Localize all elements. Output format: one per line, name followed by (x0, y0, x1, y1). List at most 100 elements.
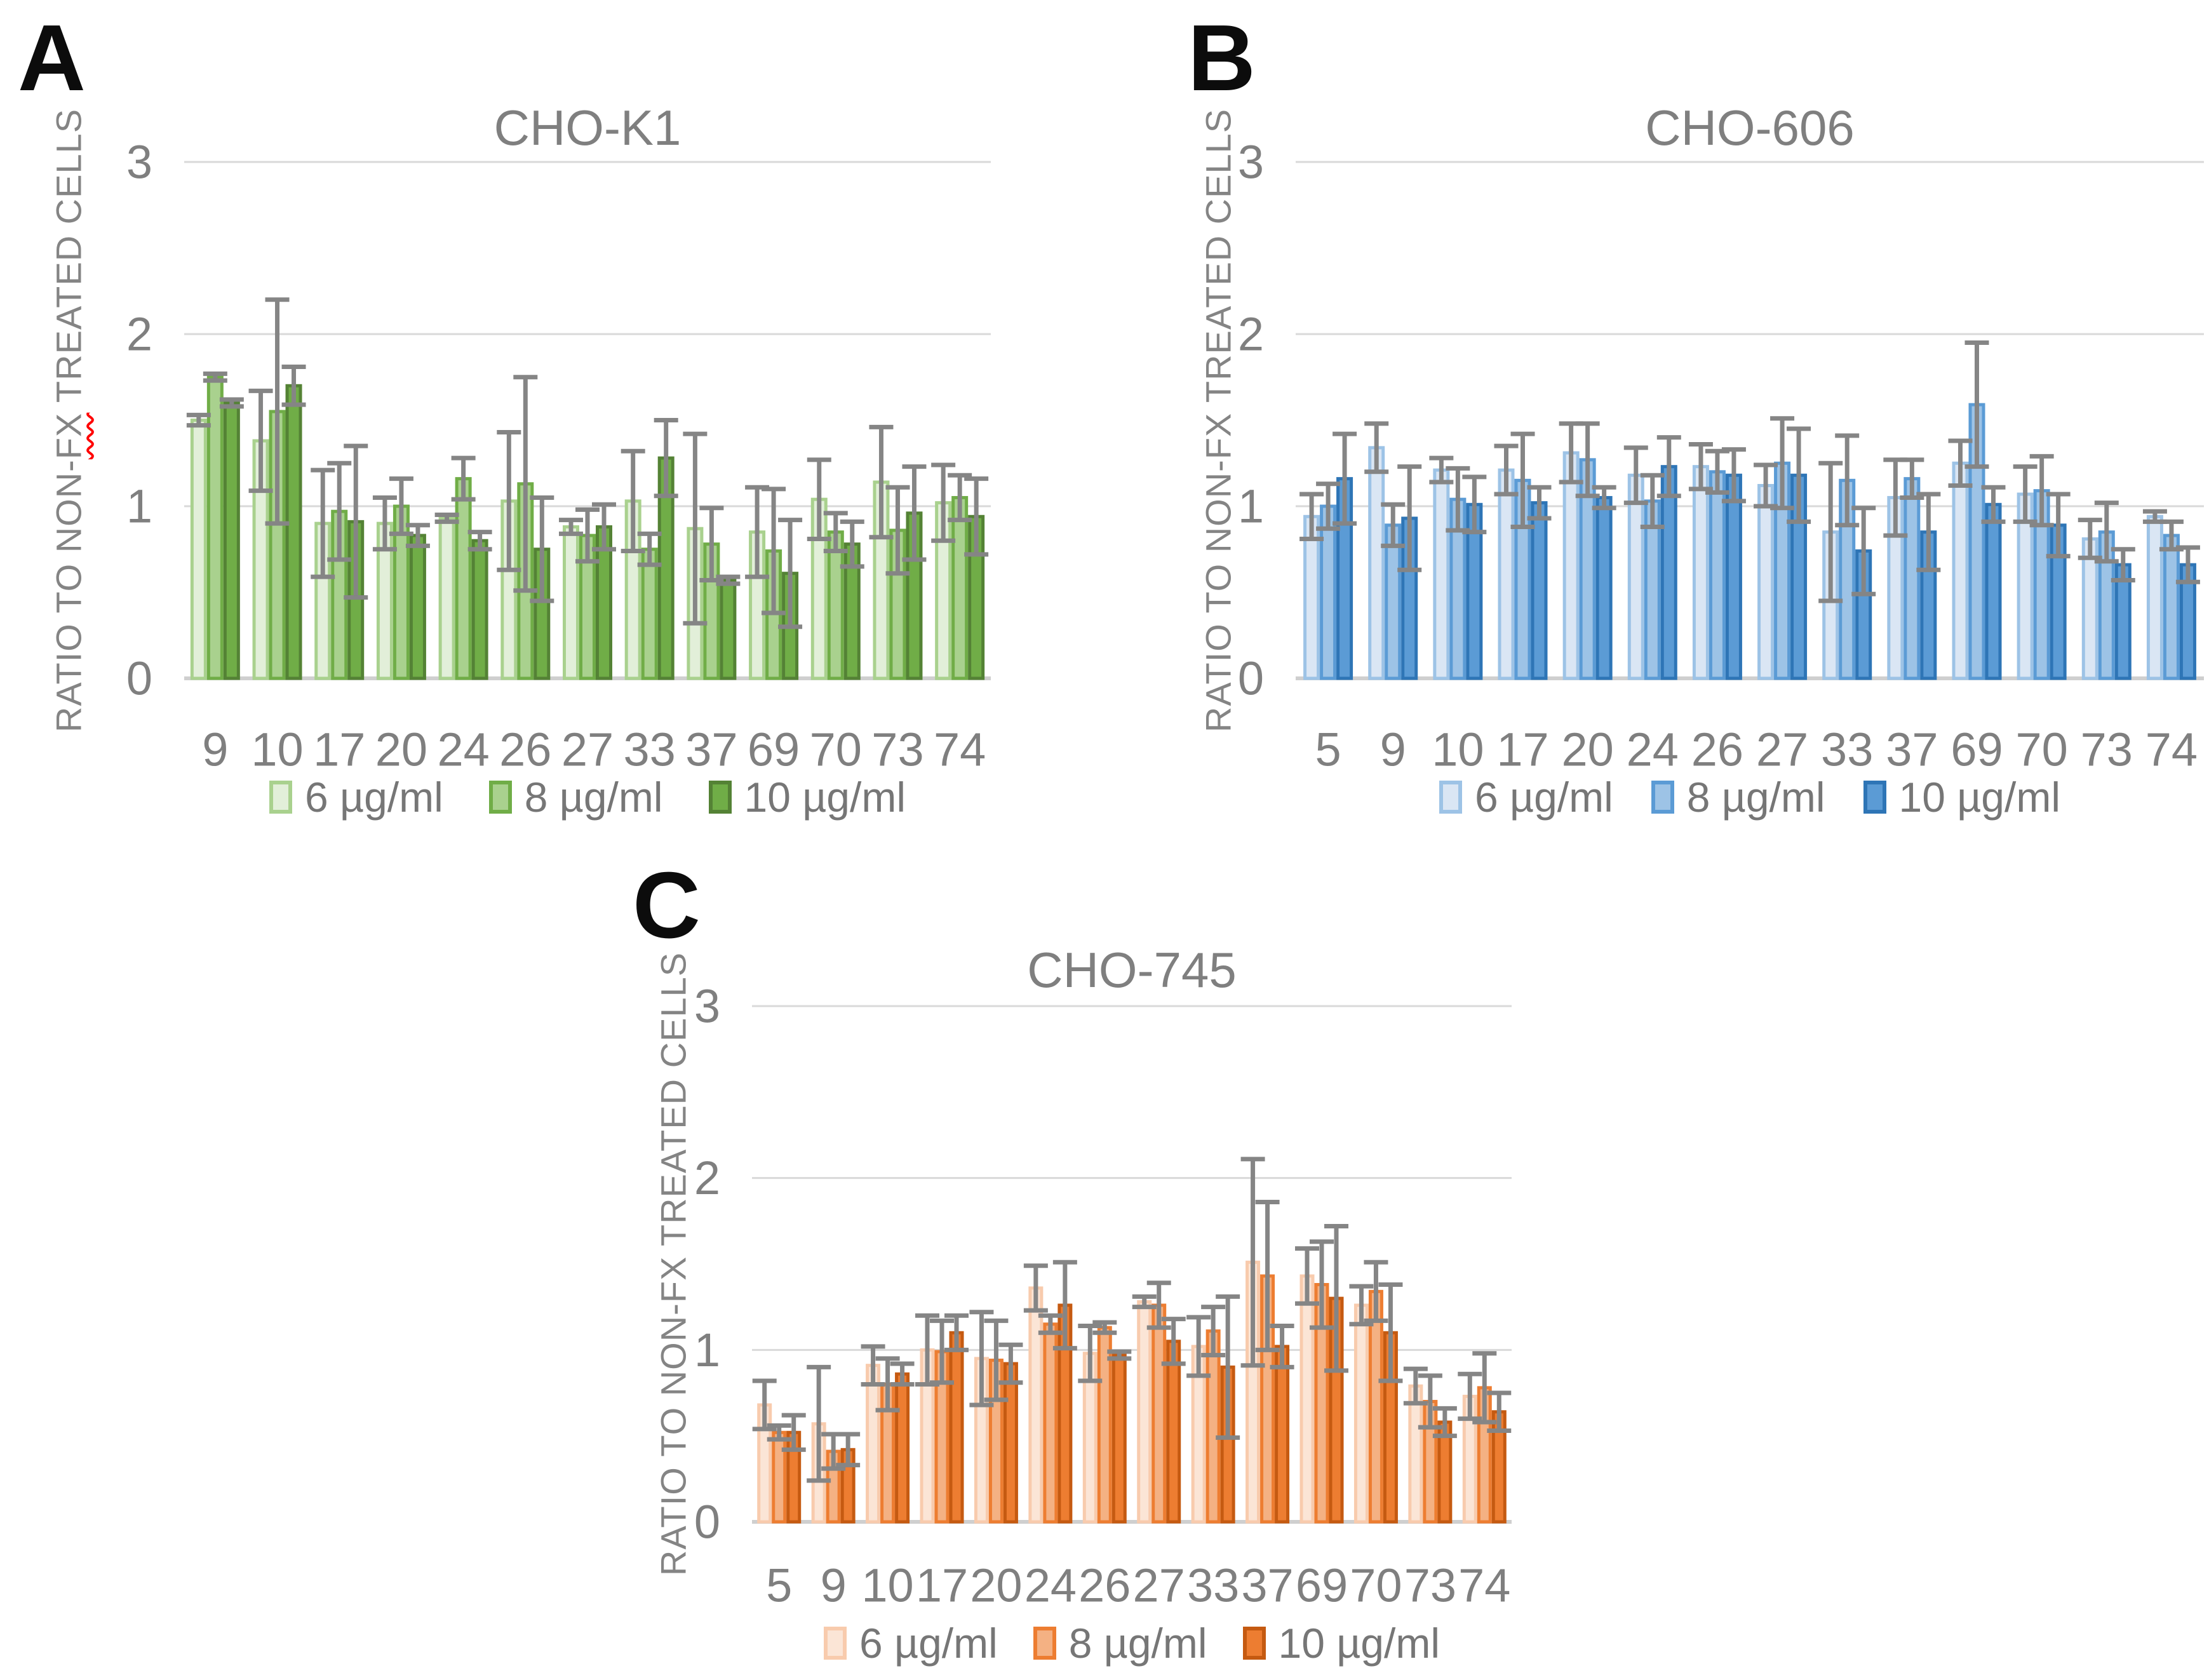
x-category-label: 33 (1187, 1559, 1239, 1612)
bar-24-6 µg/ml (1028, 1286, 1044, 1524)
y-tick-label: 1 (1238, 480, 1264, 533)
bar-9-8 µg/ml (1385, 523, 1402, 680)
bar-24-8 µg/ml (455, 477, 472, 680)
y-tick-label: 2 (1238, 308, 1264, 361)
bar-69-6 µg/ml (1299, 1274, 1315, 1524)
x-category-label: 9 (1380, 723, 1406, 776)
y-tick-label: 0 (126, 652, 152, 705)
bar-24-6 µg/ml (438, 516, 455, 680)
x-category-label: 27 (1133, 1559, 1185, 1612)
x-category-label: 37 (1241, 1559, 1293, 1612)
panel-b-letter: B (1188, 6, 1256, 111)
legend-item-6 µg/ml: 6 µg/ml (1439, 776, 1613, 818)
bar-27-6 µg/ml (563, 525, 579, 680)
x-category-label: 5 (766, 1559, 792, 1612)
panel-c: C CHO-745 RATIO TO NON-FX TREATED CELLS … (572, 838, 1677, 1680)
legend-item-10 µg/ml: 10 µg/ml (1863, 776, 2060, 818)
bar-24-10 µg/ml (1660, 465, 1677, 680)
x-category-label: 10 (1432, 723, 1484, 776)
y-tick-label: 3 (126, 136, 152, 189)
legend-swatch-icon (824, 1627, 847, 1660)
bar-20-10 µg/ml (409, 534, 426, 680)
x-category-label: 37 (1886, 723, 1938, 776)
y-tick-label: 2 (694, 1152, 720, 1204)
bar-26-10 µg/ml (1725, 473, 1742, 680)
bar-69-6 µg/ml (1952, 461, 1969, 680)
bar-24-10 µg/ml (471, 539, 488, 680)
legend-label: 8 µg/ml (1068, 1620, 1207, 1667)
x-category-label: 26 (1691, 723, 1743, 776)
x-category-label: 17 (1496, 723, 1548, 776)
x-category-label: 9 (202, 723, 228, 776)
panel-a: A CHO-K1 RATIO TO NON-FX TREATED CELLS 0… (0, 0, 1105, 838)
x-category-label: 24 (1627, 723, 1679, 776)
y-tick-label: 0 (1238, 652, 1264, 705)
bar-10-10 µg/ml (895, 1372, 910, 1524)
panel-b-title: CHO-606 (1645, 100, 1855, 156)
x-category-label: 24 (437, 723, 489, 776)
x-category-label: 24 (1024, 1559, 1077, 1612)
bar-5-8 µg/ml (1320, 504, 1337, 680)
bar-74-6 µg/ml (2146, 514, 2163, 680)
panel-c-title: CHO-745 (1027, 942, 1237, 998)
x-category-label: 20 (375, 723, 427, 776)
y-tick-label: 3 (694, 980, 720, 1033)
x-category-label: 26 (499, 723, 551, 776)
legend-swatch-icon (1242, 1627, 1266, 1660)
panel-c-plot-area: 0 1 2 3 5 9 10 17 20 24 26 27 33 37 69 70 73 74 (694, 980, 1512, 1612)
bar-20-10 µg/ml (1003, 1362, 1018, 1524)
x-category-label: 10 (251, 723, 303, 776)
bar-9-8 µg/ml (206, 375, 224, 680)
bar-37-8 µg/ml (1903, 477, 1921, 680)
bar-73-6 µg/ml (1408, 1384, 1423, 1524)
x-category-label: 74 (2145, 723, 2198, 776)
x-category-label: 20 (1561, 723, 1613, 776)
panel-b: B CHO-606 RATIO TO NON-FX TREATED CELLS … (1105, 0, 2209, 838)
x-category-label: 69 (1296, 1559, 1348, 1612)
x-category-label: 17 (916, 1559, 968, 1612)
bar-5-8 µg/ml (772, 1430, 787, 1524)
y-tick-label: 1 (126, 480, 152, 533)
x-category-label: 33 (624, 723, 676, 776)
bar-26-6 µg/ml (1692, 465, 1709, 680)
legend-label: 6 µg/ml (1475, 774, 1613, 821)
x-category-label: 26 (1078, 1559, 1131, 1612)
x-category-label: 9 (821, 1559, 847, 1612)
x-category-label: 37 (685, 723, 737, 776)
bar-10-6 µg/ml (1433, 468, 1450, 680)
legend-swatch-icon (488, 781, 512, 814)
bar-33-8 µg/ml (641, 548, 658, 680)
x-category-label: 10 (861, 1559, 913, 1612)
bar-17-6 µg/ml (1498, 468, 1515, 680)
legend-item-10 µg/ml: 10 µg/ml (708, 776, 906, 818)
bar-74-8 µg/ml (951, 495, 969, 680)
panel-a-plot-area: 0 1 2 3 9 10 17 20 24 26 27 33 37 69 70 73 74 (126, 136, 991, 776)
x-category-label: 5 (1315, 723, 1341, 776)
panel-a-title: CHO-K1 (493, 100, 682, 156)
x-category-label: 70 (1350, 1559, 1402, 1612)
x-category-label: 20 (970, 1559, 1022, 1612)
bar-20-6 µg/ml (1562, 451, 1580, 680)
bar-10-10 µg/ml (285, 384, 302, 680)
legend-label: 10 µg/ml (1278, 1620, 1440, 1667)
x-category-label: 27 (561, 723, 614, 776)
legend-item-6 µg/ml: 6 µg/ml (824, 1622, 998, 1664)
panel-c-legend: 6 µg/ml 8 µg/ml 10 µg/ml (752, 1622, 1512, 1664)
x-category-label: 73 (2081, 723, 2133, 776)
bar-20-10 µg/ml (1595, 495, 1613, 680)
legend-item-8 µg/ml: 8 µg/ml (1033, 1622, 1207, 1664)
panel-b-legend: 6 µg/ml 8 µg/ml 10 µg/ml (1296, 776, 2204, 818)
bar-9-6 µg/ml (1368, 446, 1385, 680)
x-category-label: 69 (748, 723, 800, 776)
x-category-label: 73 (871, 723, 923, 776)
legend-label: 10 µg/ml (1898, 774, 2060, 821)
bar-27-6 µg/ml (1137, 1300, 1152, 1524)
y-tick-label: 3 (1238, 136, 1264, 189)
bar-9-6 µg/ml (190, 419, 207, 680)
legend-label: 8 µg/ml (524, 774, 663, 821)
x-category-label: 27 (1756, 723, 1808, 776)
y-tick-label: 1 (694, 1324, 720, 1376)
bar-9-10 µg/ml (223, 401, 240, 680)
x-category-label: 74 (1458, 1559, 1510, 1612)
